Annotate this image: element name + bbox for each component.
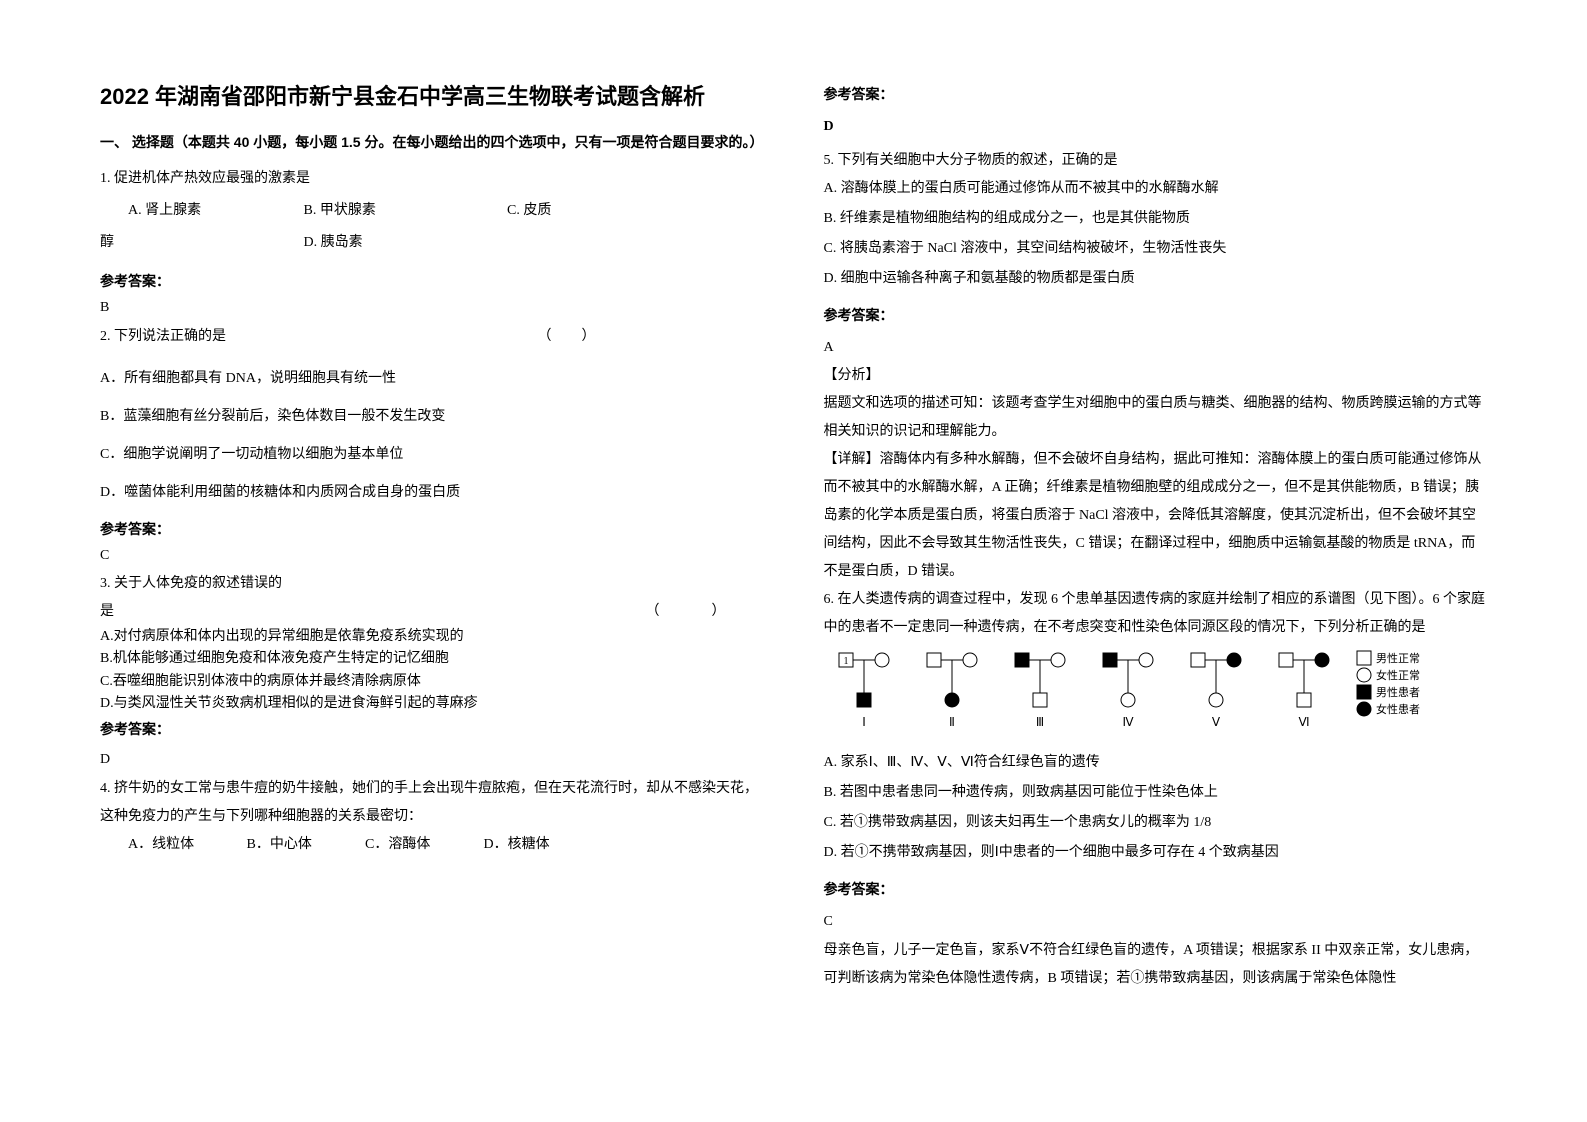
q6-opt-c: C. 若①携带致病基因，则该夫妇再生一个患病女儿的概率为 1/8 [824,809,1488,837]
detail-text: 【详解】溶酶体内有多种水解酶，但不会破坏自身结构，据此可推知：溶酶体膜上的蛋白质… [824,446,1488,586]
q1-opt-a: A. 肾上腺素 [100,197,300,225]
svg-text:女性患者: 女性患者 [1376,702,1420,716]
answer-6: C [824,909,1488,934]
q6-opt-b: B. 若图中患者患同一种遗传病，则致病基因可能位于性染色体上 [824,779,1488,807]
q2-paren: （ ） [538,323,604,351]
q3-opt-a: A.对付病原体和体内出现的异常细胞是依靠免疫系统实现的 [100,626,764,648]
q3-paren: （ ） [646,598,734,626]
q3-stem2: 是 [100,598,114,626]
q1-options-row2: 醇 D. 胰岛素 [100,229,764,257]
svg-text:Ⅵ: Ⅵ [1298,715,1309,729]
q3-stem2-row: 是 （ ） [100,598,764,626]
answer-label-4: 参考答案： [824,80,1488,108]
q4-opt-b: B．中心体 [219,831,334,859]
q4-opt-d: D．核糖体 [456,831,571,859]
document-title: 2022 年湖南省邵阳市新宁县金石中学高三生物联考试题含解析 [100,80,764,113]
pedigree-diagram: 1 Ⅰ Ⅱ Ⅲ Ⅳ Ⅴ Ⅵ 男性正常女性正常男性患者女性患者 [824,648,1488,741]
svg-text:Ⅴ: Ⅴ [1211,715,1220,729]
q5-opt-b: B. 纤维素是植物细胞结构的组成成分之一，也是其供能物质 [824,205,1488,233]
q6-opt-d: D. 若①不携带致病基因，则Ⅰ中患者的一个细胞中最多可存在 4 个致病基因 [824,839,1488,867]
q3-opt-c: C.吞噬细胞能识别体液中的病原体并最终清除病原体 [100,671,764,693]
q1-opt-d: D. 胰岛素 [204,229,363,257]
svg-text:女性正常: 女性正常 [1376,668,1420,682]
answer-4: D [824,114,1488,139]
q1-opt-b: B. 甲状腺素 [304,197,504,225]
right-column: 参考答案： D 5. 下列有关细胞中大分子物质的叙述，正确的是 A. 溶酶体膜上… [824,80,1488,1082]
svg-text:1: 1 [843,656,848,667]
q4-options: A．线粒体 B．中心体 C．溶酶体 D．核糖体 [100,831,764,859]
q4-opt-a: A．线粒体 [100,831,215,859]
answer-label-3: 参考答案： [100,715,764,743]
q1-options-row1: A. 肾上腺素 B. 甲状腺素 C. 皮质 [100,197,764,225]
q5-opt-c: C. 将胰岛素溶于 NaCl 溶液中，其空间结构被破坏，生物活性丧失 [824,235,1488,263]
answer-5: A [824,335,1488,360]
q2-opt-d: D．噬菌体能利用细菌的核糖体和内质网合成自身的蛋白质 [100,479,764,507]
svg-text:男性患者: 男性患者 [1376,685,1420,699]
answer-6-text: 母亲色盲，儿子一定色盲，家系Ⅴ不符合红绿色盲的遗传，A 项错误；根据家系 II … [824,937,1488,993]
q5-opt-d: D. 细胞中运输各种离子和氨基酸的物质都是蛋白质 [824,265,1488,293]
pedigree-svg: 1 Ⅰ Ⅱ Ⅲ Ⅳ Ⅴ Ⅵ 男性正常女性正常男性患者女性患者 [824,648,1444,736]
q5-opt-a: A. 溶酶体膜上的蛋白质可能通过修饰从而不被其中的水解酶水解 [824,175,1488,203]
svg-text:男性正常: 男性正常 [1376,651,1420,665]
svg-text:Ⅳ: Ⅳ [1122,715,1133,729]
left-column: 2022 年湖南省邵阳市新宁县金石中学高三生物联考试题含解析 一、 选择题（本题… [100,80,764,1082]
analysis-label: 【分析】 [824,362,1488,390]
answer-label-6: 参考答案： [824,875,1488,903]
answer-3: D [100,747,764,772]
q4-opt-c: C．溶酶体 [337,831,452,859]
answer-1: B [100,295,764,320]
q6-opt-a: A. 家系Ⅰ、Ⅲ、Ⅳ、Ⅴ、Ⅵ符合红绿色盲的遗传 [824,749,1488,777]
answer-label-2: 参考答案： [100,515,764,543]
svg-text:Ⅱ: Ⅱ [949,715,955,729]
q1-opt-c-cont: 醇 [100,229,200,257]
q4-stem: 4. 挤牛奶的女工常与患牛痘的奶牛接触，她们的手上会出现牛痘脓疱，但在天花流行时… [100,775,764,831]
section-1-header: 一、 选择题（本题共 40 小题，每小题 1.5 分。在每小题给出的四个选项中，… [100,131,764,153]
q3-opt-d: D.与类风湿性关节炎致病机理相似的是进食海鲜引起的荨麻疹 [100,693,764,715]
q2-stem-row: 2. 下列说法正确的是 （ ） [100,323,764,351]
answer-label-5: 参考答案： [824,301,1488,329]
q2-opt-b: B．蓝藻细胞有丝分裂前后，染色体数目一般不发生改变 [100,403,764,431]
answer-label-1: 参考答案： [100,267,764,295]
q3-opt-b: B.机体能够通过细胞免疫和体液免疫产生特定的记忆细胞 [100,648,764,670]
q1-stem: 1. 促进机体产热效应最强的激素是 [100,165,764,193]
q2-opt-a: A．所有细胞都具有 DNA，说明细胞具有统一性 [100,365,764,393]
q6-stem: 6. 在人类遗传病的调查过程中，发现 6 个患单基因遗传病的家庭并绘制了相应的系… [824,586,1488,642]
svg-text:Ⅰ: Ⅰ [862,715,866,729]
svg-text:Ⅲ: Ⅲ [1035,715,1043,729]
answer-2: C [100,543,764,568]
analysis-text: 据题文和选项的描述可知：该题考查学生对细胞中的蛋白质与糖类、细胞器的结构、物质跨… [824,390,1488,446]
q1-opt-c: C. 皮质 [507,197,627,225]
q2-opt-c: C．细胞学说阐明了一切动植物以细胞为基本单位 [100,441,764,469]
q5-stem: 5. 下列有关细胞中大分子物质的叙述，正确的是 [824,147,1488,175]
q3-stem1: 3. 关于人体免疫的叙述错误的 [100,570,764,598]
q2-stem: 2. 下列说法正确的是 [100,323,226,351]
